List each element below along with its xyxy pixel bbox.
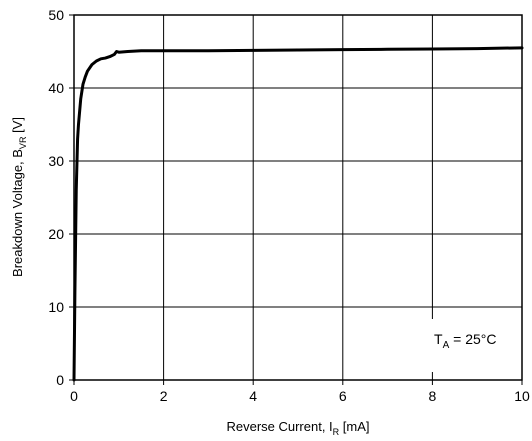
x-tick-label-2: 2: [160, 388, 168, 404]
grid-layer: [74, 15, 522, 380]
x-axis-label: Reverse Current, IR [mA]: [226, 419, 369, 437]
y-axis-label-subscript: VR: [18, 136, 28, 149]
x-tick-label-6: 6: [339, 388, 347, 404]
y-axis-label-main: Breakdown Voltage, B: [10, 149, 25, 277]
y-tick-label-30: 30: [48, 153, 64, 169]
y-axis-label-unit: [V]: [10, 117, 25, 137]
y-tick-label-50: 50: [48, 7, 64, 23]
x-tick-label-4: 4: [249, 388, 257, 404]
y-tick-label-40: 40: [48, 80, 64, 96]
tick-layer: 0 2 4 6 8 10 0 10 20 30 40 50: [48, 7, 530, 404]
y-axis-label: Breakdown Voltage, BVR [V]: [10, 117, 28, 277]
plot-frame: [73, 14, 523, 381]
annotation-rest: = 25°C: [449, 331, 496, 347]
x-tick-label-10: 10: [514, 388, 530, 404]
annotation-subscript: A: [443, 340, 450, 351]
x-axis-label-main: Reverse Current, I: [226, 419, 332, 434]
x-axis-label-subscript: R: [333, 427, 340, 437]
annotation-main: T: [434, 331, 443, 347]
line-layer: [72, 46, 524, 382]
temperature-annotation: TA = 25°C: [424, 319, 517, 372]
y-tick-label-10: 10: [48, 299, 64, 315]
x-axis-label-unit: [mA]: [339, 419, 369, 434]
annotation-label: TA = 25°C: [434, 331, 496, 351]
x-tick-label-0: 0: [70, 388, 78, 404]
annotation-box: [424, 319, 517, 372]
series-line-0: [72, 46, 524, 382]
frame-layer: [73, 14, 523, 381]
y-tick-label-0: 0: [56, 372, 64, 388]
y-tick-label-20: 20: [48, 226, 64, 242]
x-tick-label-8: 8: [429, 388, 437, 404]
